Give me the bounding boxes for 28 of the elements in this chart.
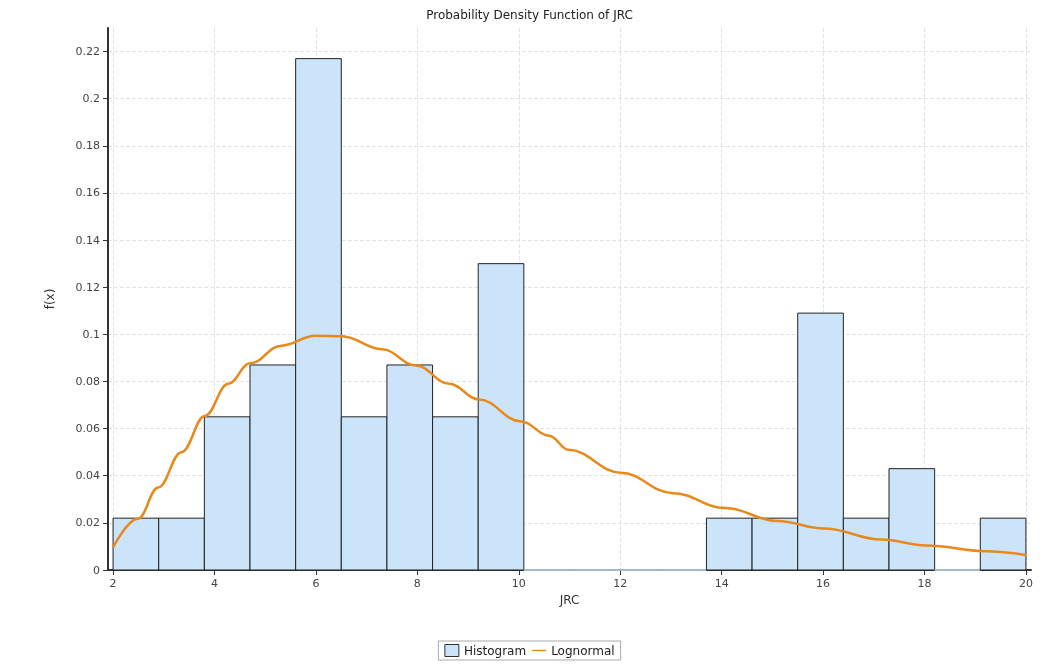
x-axis-title: JRC	[558, 593, 580, 607]
y-tick-label: 0.2	[82, 92, 100, 106]
y-tick-label: 0.14	[75, 233, 100, 247]
y-tick-label: 0.04	[75, 469, 100, 483]
y-tick-label: 0.02	[75, 516, 100, 530]
x-tick-label: 8	[413, 577, 421, 590]
x-tick-label: 6	[312, 577, 320, 590]
line-series	[111, 334, 1028, 557]
x-tick-label: 14	[714, 577, 729, 590]
legend-label: Histogram	[463, 643, 527, 658]
y-tick-label: 0.08	[75, 374, 100, 388]
y-tick-label: 0.18	[75, 139, 100, 153]
y-tick-label: 0.1	[82, 327, 100, 341]
x-tick-label: 2	[109, 577, 117, 590]
x-tick-label: 10	[511, 577, 526, 590]
y-tick-label: 0	[93, 563, 100, 577]
y-tick-label: 0.06	[75, 422, 100, 436]
y-tick-label: 0.22	[75, 45, 100, 59]
chart-title: Probability Density Function of JRC	[426, 8, 633, 22]
legend-label: Lognormal	[551, 643, 615, 658]
y-tick-label: 0.16	[75, 186, 100, 200]
x-tick-label: 20	[1018, 577, 1033, 590]
x-tick-label: 12	[613, 577, 628, 590]
x-tick-label: 4	[211, 577, 218, 590]
x-tick-label: 18	[917, 577, 932, 590]
y-axis-title: f(x)	[43, 288, 57, 310]
y-tick-label: 0.12	[75, 280, 100, 294]
x-tick-label: 16	[816, 577, 831, 590]
